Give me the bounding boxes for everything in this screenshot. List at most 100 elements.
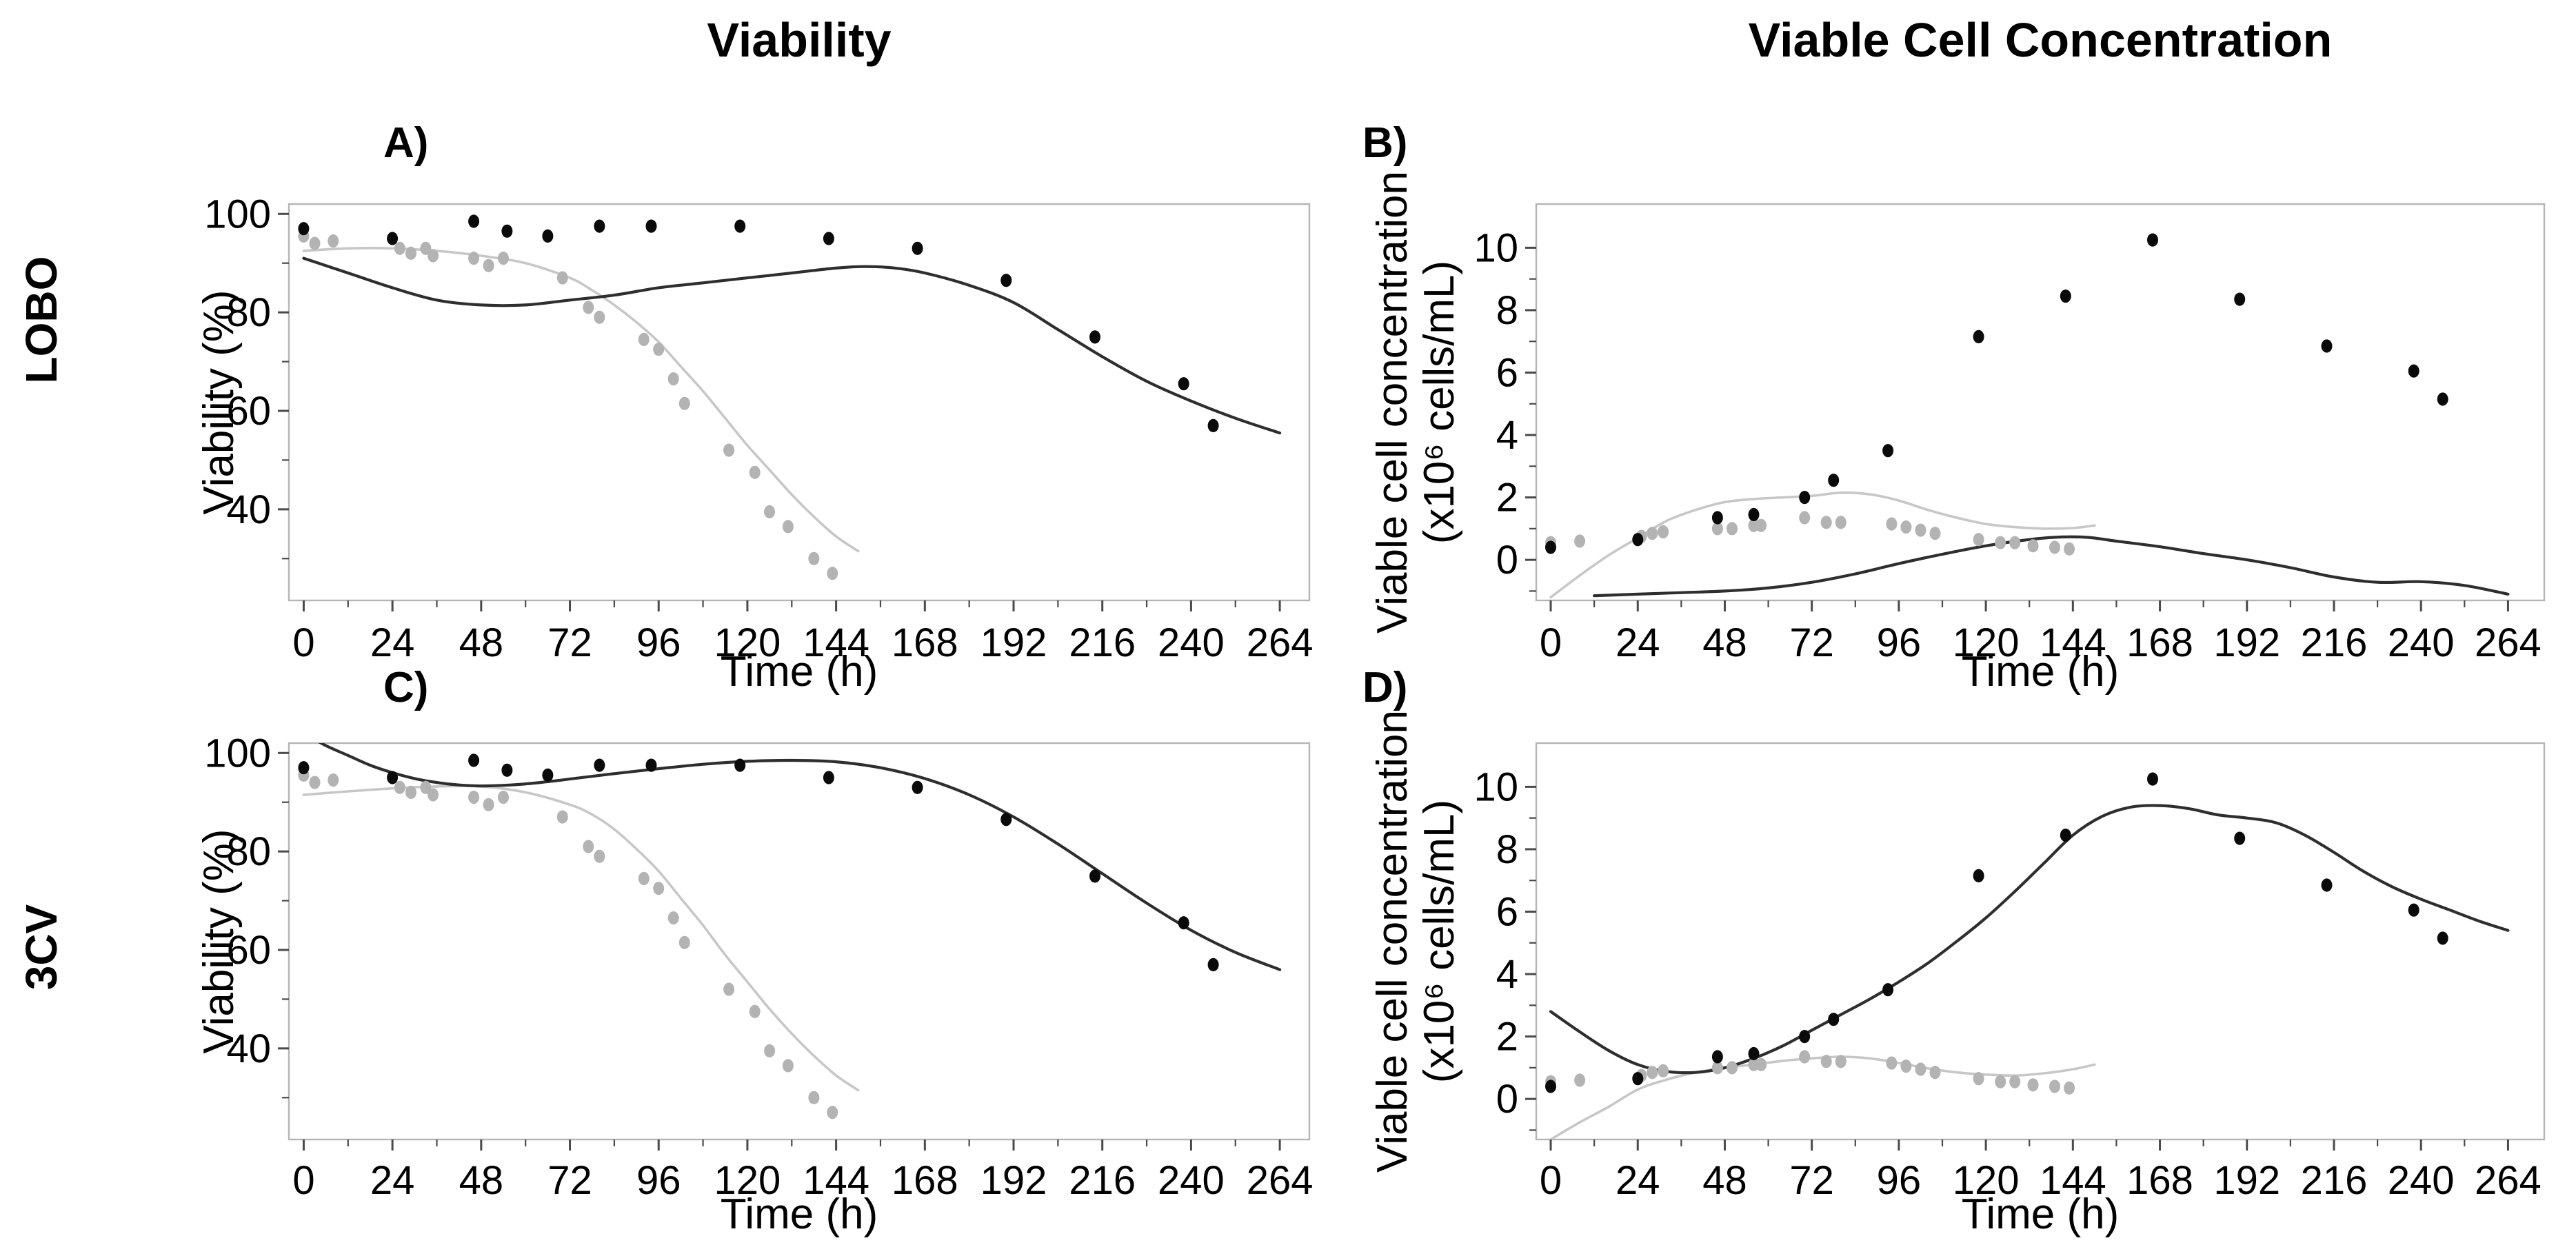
y-tick-label: 4	[1496, 413, 1518, 458]
x-tick-label: 240	[2388, 1158, 2455, 1203]
gray-points-dot	[328, 234, 339, 248]
black-points-dot	[468, 753, 480, 767]
black-points-dot	[1207, 958, 1219, 971]
black-points-dot	[2234, 831, 2246, 845]
black-points-dot	[1545, 540, 1556, 554]
x-tick-label: 144	[2040, 620, 2106, 665]
y-tick-label: 6	[1496, 889, 1518, 934]
black-points-dot	[501, 224, 513, 238]
series-gray-points	[298, 768, 838, 1120]
gray-points-dot	[2009, 1075, 2021, 1088]
gray-points-dot	[394, 780, 405, 794]
black-points-dot	[1882, 444, 1894, 458]
gray-points-dot	[1929, 527, 1941, 540]
gray-points-dot	[468, 791, 480, 804]
gray-points-dot	[594, 849, 605, 863]
panel-a-viability-lobo-chart: 0 24 48 72 96 120 144 168 192 216 240 264 40 60 80 100 T…	[195, 192, 1313, 696]
x-tick-label: 192	[980, 1158, 1047, 1203]
y-tick-label: 0	[1496, 538, 1518, 583]
gray-points-dot	[1711, 522, 1723, 536]
black-points-dot	[542, 768, 554, 782]
y-tick-label: 8	[1496, 288, 1518, 333]
y-axis: 0 2 4 6 8 10	[1473, 225, 1536, 592]
plot-frame	[1535, 742, 2546, 1141]
y-axis: 40 60 80 100	[204, 192, 289, 560]
x-tick-label: 120	[714, 1158, 781, 1203]
x-tick-label: 72	[1789, 1158, 1834, 1203]
black-points-dot	[387, 771, 399, 784]
black-fit-path	[302, 256, 1282, 435]
x-tick-label: 24	[370, 620, 415, 665]
plot-frame	[1535, 203, 2546, 602]
gray-points-dot	[1835, 1055, 1847, 1068]
gray-points-dot	[1658, 525, 1669, 539]
x-tick-label: 192	[2213, 620, 2280, 665]
gray-points-dot	[1574, 1073, 1586, 1087]
gray-points-dot	[678, 935, 690, 949]
gray-points-dot	[1647, 527, 1658, 540]
gray-points-dot	[1995, 1075, 2006, 1088]
y-axis-title-line-1: Viable cell concentration	[1369, 171, 1416, 634]
y-axis: 0 2 4 6 8 10	[1473, 764, 1536, 1131]
gray-fit-path	[1549, 1055, 2096, 1139]
y-tick-label: 60	[226, 928, 271, 973]
black-points-dot	[468, 214, 480, 228]
black-points-dot	[594, 758, 605, 772]
x-tick-label: 240	[1158, 1158, 1225, 1203]
gray-points-dot	[1574, 534, 1586, 548]
black-points-dot	[2437, 931, 2448, 945]
series-gray-fit	[302, 247, 860, 553]
gray-points-dot	[723, 443, 735, 457]
gray-points-dot	[764, 505, 776, 519]
gray-points-dot	[1900, 1060, 1912, 1073]
black-fit-path	[318, 743, 1282, 971]
x-tick-label: 168	[2126, 620, 2193, 665]
gray-points-dot	[483, 798, 494, 811]
gray-points-dot	[1799, 511, 1811, 525]
x-axis: 0 24 48 72 96 120 144 168 192 216 240 264	[1540, 600, 2542, 665]
x-tick-label: 72	[1789, 620, 1834, 665]
gray-points-dot	[1973, 533, 1984, 547]
x-tick-label: 240	[1158, 620, 1225, 665]
black-fit-path	[1549, 804, 2510, 1075]
gray-points-dot	[405, 246, 416, 260]
black-points-dot	[1882, 983, 1894, 997]
series-black-fit	[318, 743, 1282, 971]
gray-points-dot	[427, 249, 439, 263]
series-gray-fit	[1549, 1055, 2096, 1139]
series-gray-points	[1545, 1050, 2075, 1095]
black-points-dot	[2060, 290, 2071, 303]
gray-points-dot	[468, 252, 480, 265]
x-axis-title: Time (h)	[721, 1191, 878, 1238]
x-tick-label: 96	[636, 620, 681, 665]
black-points-dot	[1799, 1030, 1811, 1044]
x-tick-label: 96	[1877, 620, 1922, 665]
x-tick-label: 168	[892, 1158, 958, 1203]
gray-points-dot	[1727, 522, 1738, 536]
x-axis-title: Time (h)	[721, 648, 878, 696]
black-points-dot	[1545, 1080, 1556, 1093]
gray-points-dot	[749, 465, 761, 479]
y-tick-label: 10	[1473, 764, 1518, 809]
x-tick-label: 264	[1247, 1158, 1314, 1203]
series-black-points	[298, 214, 1219, 433]
gray-points-dot	[498, 791, 509, 804]
panel-letter-b: B)	[1362, 119, 1408, 167]
y-tick-label: 4	[1496, 952, 1518, 997]
black-points-dot	[645, 758, 657, 772]
x-tick-label: 72	[547, 1158, 592, 1203]
gray-points-dot	[1820, 1055, 1832, 1068]
black-points-dot	[298, 222, 310, 236]
series-black-fit	[1593, 535, 2510, 598]
y-axis-title-line-2: (x10⁶ cells/mL)	[1416, 800, 1463, 1083]
x-tick-label: 240	[2388, 620, 2455, 665]
black-points-dot	[912, 241, 923, 255]
gray-points-dot	[1835, 516, 1847, 529]
x-axis: 0 24 48 72 96 120 144 168 192 216 240 264	[1540, 1139, 2542, 1203]
gray-points-dot	[1727, 1061, 1738, 1075]
x-tick-label: 96	[1877, 1158, 1922, 1203]
x-tick-label: 24	[370, 1158, 415, 1203]
gray-points-dot	[653, 343, 665, 356]
gray-points-dot	[583, 840, 594, 853]
y-tick-label: 8	[1496, 827, 1518, 872]
